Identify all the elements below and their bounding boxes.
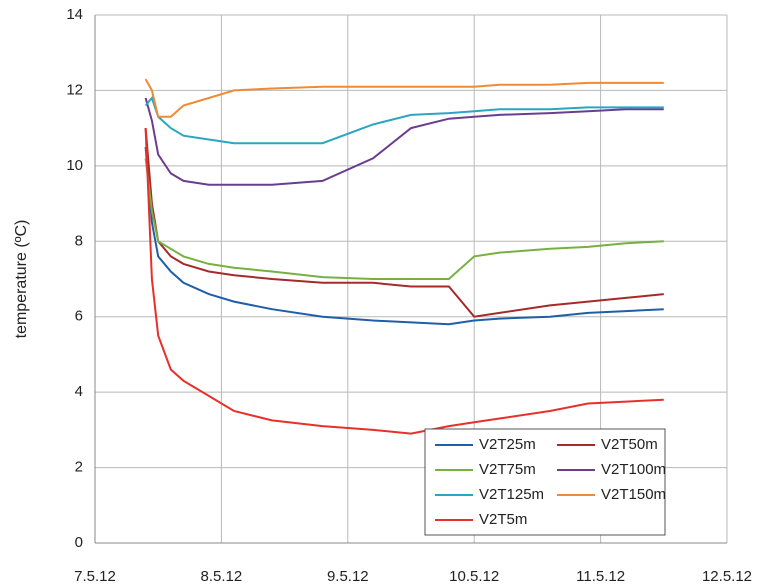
series-line xyxy=(144,78,664,118)
y-tick-label: 10 xyxy=(66,157,83,174)
series-line xyxy=(144,128,664,435)
series-line xyxy=(144,158,664,280)
series-line xyxy=(144,128,664,318)
y-tick-label: 14 xyxy=(66,6,83,23)
x-tick-label: 12.5.12 xyxy=(702,568,752,585)
series-line xyxy=(144,95,664,145)
y-axis-label: temperature (ºC) xyxy=(13,220,30,339)
y-tick-label: 0 xyxy=(75,534,83,551)
x-tick-label: 8.5.12 xyxy=(201,568,243,585)
legend-label: V2T125m xyxy=(479,486,544,503)
y-tick-label: 4 xyxy=(75,383,83,400)
legend-box xyxy=(424,428,666,536)
legend-label: V2T25m xyxy=(479,436,536,453)
series-line xyxy=(144,97,664,186)
x-tick-label: 9.5.12 xyxy=(327,568,369,585)
x-tick-label: 11.5.12 xyxy=(576,568,625,585)
series-line xyxy=(144,146,664,326)
x-tick-label: 10.5.12 xyxy=(449,568,499,585)
y-tick-label: 12 xyxy=(66,81,83,98)
y-tick-label: 8 xyxy=(75,232,83,249)
x-tick-label: 7.5.12 xyxy=(74,568,116,585)
legend-label: V2T50m xyxy=(601,436,658,453)
legend-label: V2T150m xyxy=(601,486,666,503)
y-tick-label: 2 xyxy=(75,459,83,476)
legend-label: V2T75m xyxy=(479,461,536,478)
legend-label: V2T100m xyxy=(601,461,666,478)
y-tick-label: 6 xyxy=(75,308,83,325)
legend-label: V2T5m xyxy=(479,511,527,528)
